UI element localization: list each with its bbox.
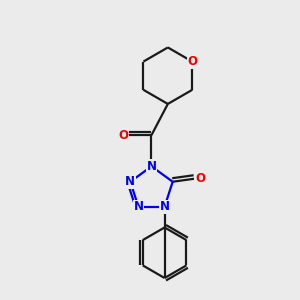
Text: O: O	[119, 129, 129, 142]
Text: N: N	[125, 175, 135, 188]
Text: O: O	[195, 172, 205, 185]
Text: N: N	[160, 200, 170, 213]
Text: N: N	[146, 160, 157, 173]
Text: N: N	[134, 200, 143, 213]
Text: O: O	[187, 55, 197, 68]
